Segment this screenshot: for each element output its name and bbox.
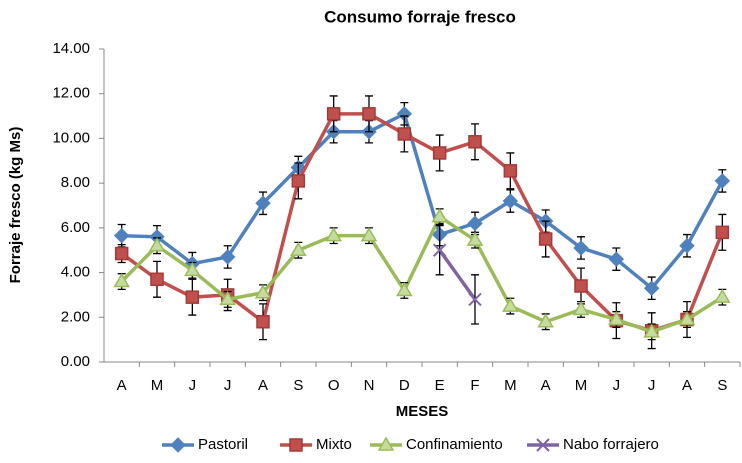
marker — [219, 290, 236, 306]
legend-marker — [377, 436, 395, 451]
x-tick-label: D — [399, 377, 410, 394]
series-line — [121, 111, 724, 291]
marker — [714, 173, 731, 189]
marker — [537, 313, 554, 328]
marker — [291, 174, 306, 188]
marker — [503, 164, 518, 178]
legend-marker — [289, 438, 303, 452]
marker — [185, 290, 200, 304]
marker — [256, 315, 270, 329]
y-tick-label: 4.00 — [61, 264, 90, 281]
x-tick-label: M — [151, 377, 164, 394]
x-tick-label: J — [189, 377, 197, 394]
x-tick-label: A — [258, 377, 268, 394]
x-tick-label: J — [224, 377, 232, 394]
x-axis-label: MESES — [396, 403, 449, 420]
marker — [467, 215, 483, 232]
series-line — [438, 249, 477, 301]
marker — [643, 280, 660, 296]
legend-label: Confinamiento — [406, 436, 503, 453]
marker — [608, 311, 625, 326]
series-line — [120, 112, 724, 333]
marker — [148, 237, 166, 252]
x-tick-label: A — [541, 377, 551, 394]
marker — [679, 238, 695, 254]
legend-label: Nabo forrajero — [563, 436, 659, 453]
legend-marker — [170, 437, 186, 453]
y-tick-label: 6.00 — [61, 219, 90, 236]
x-tick-label: E — [435, 377, 445, 394]
y-tick-label: 2.00 — [61, 308, 90, 325]
y-tick-label: 12.00 — [52, 85, 90, 102]
legend-label: Pastoril — [198, 436, 248, 453]
marker — [255, 195, 271, 211]
marker — [572, 300, 590, 316]
marker — [254, 284, 272, 299]
marker — [468, 292, 482, 307]
marker — [397, 127, 412, 141]
x-tick-label: A — [682, 377, 692, 394]
marker — [219, 249, 236, 265]
x-tick-label: A — [117, 377, 127, 394]
marker — [715, 225, 730, 240]
x-tick-label: J — [613, 377, 621, 394]
x-tick-label: N — [364, 377, 375, 394]
y-axis-label: Forraje fresco (kg Ms) — [7, 127, 24, 284]
y-tick-label: 0.00 — [61, 353, 90, 370]
marker — [466, 231, 484, 246]
marker — [468, 135, 482, 149]
chart-title: Consumo forraje fresco — [324, 7, 516, 26]
marker — [432, 243, 447, 257]
marker — [502, 297, 519, 312]
y-tick-label: 8.00 — [61, 174, 90, 191]
marker — [326, 107, 341, 121]
x-tick-label: O — [328, 377, 340, 394]
y-tick-label: 14.00 — [52, 40, 90, 57]
marker — [573, 240, 589, 256]
marker — [114, 246, 129, 261]
marker — [150, 272, 164, 287]
marker — [325, 227, 342, 242]
marker — [113, 273, 130, 288]
y-tick-label: 10.00 — [52, 129, 90, 146]
marker — [608, 251, 625, 267]
x-tick-label: F — [470, 377, 479, 394]
marker — [113, 227, 130, 244]
marker — [538, 232, 553, 246]
marker — [396, 281, 413, 297]
marker — [290, 241, 307, 256]
marker — [432, 146, 447, 160]
legend-label: Mixto — [316, 436, 352, 453]
marker — [362, 107, 376, 121]
marker — [574, 279, 588, 293]
marker — [502, 193, 519, 209]
marker — [643, 323, 660, 338]
marker — [360, 227, 378, 242]
marker — [678, 311, 696, 326]
x-tick-label: J — [648, 377, 656, 394]
marker — [184, 261, 201, 277]
x-tick-label: M — [575, 377, 588, 394]
x-tick-label: S — [717, 377, 727, 394]
legend-marker — [536, 438, 550, 452]
marker — [431, 208, 448, 223]
x-tick-label: M — [504, 377, 517, 394]
x-tick-label: S — [293, 377, 303, 394]
marker — [714, 288, 731, 303]
